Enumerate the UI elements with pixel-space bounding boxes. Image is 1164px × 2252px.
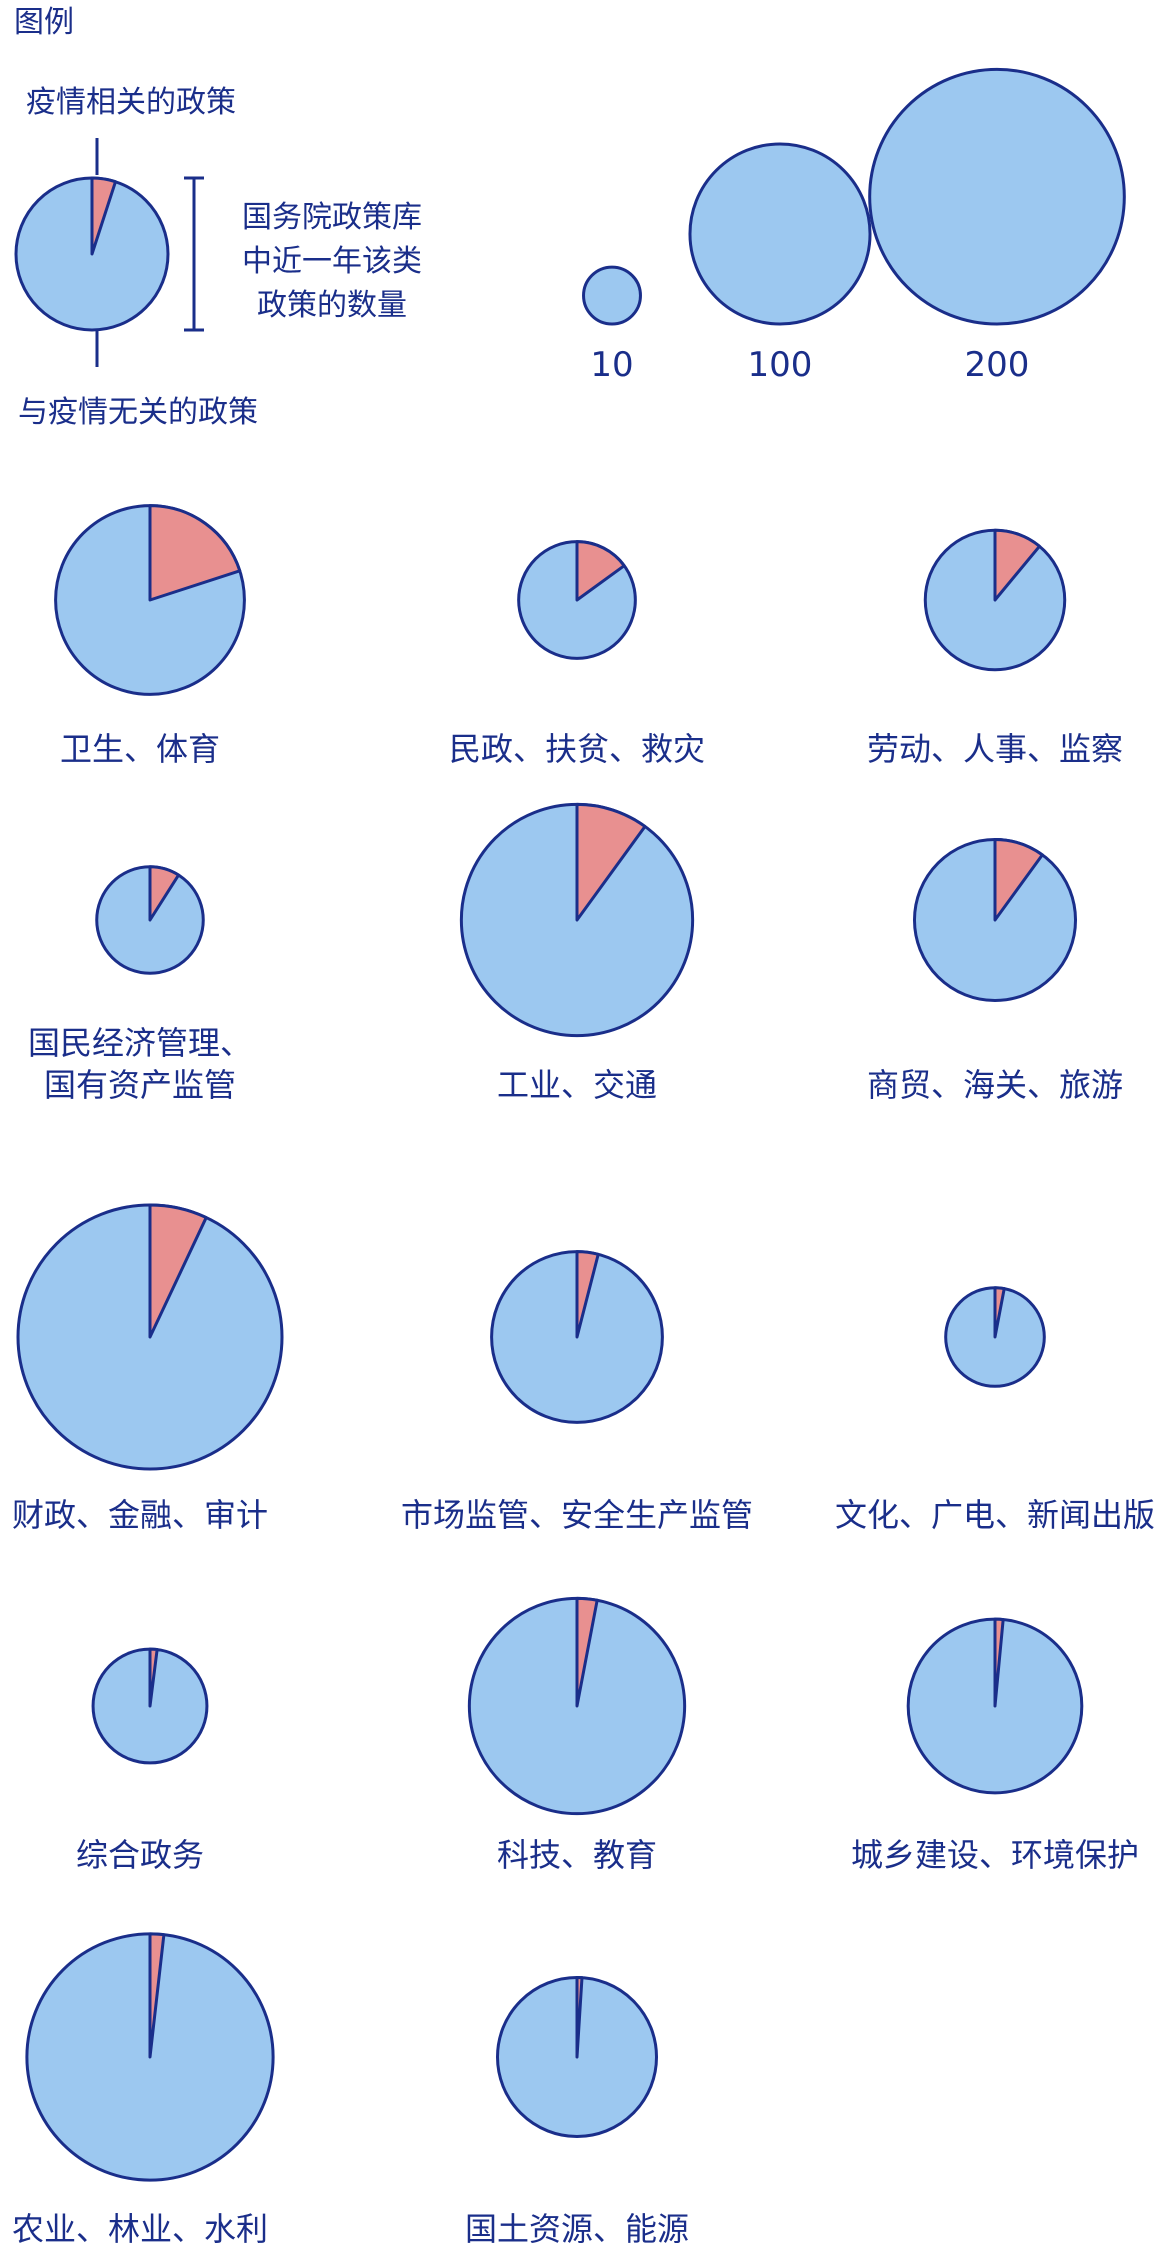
category-pie-6: 财政、金融、审计: [12, 1203, 284, 1534]
category-label-8-line-0: 文化、广电、新闻出版: [835, 1496, 1155, 1534]
size-legend-label-1: 100: [748, 345, 813, 385]
category-label-3-line-0: 国民经济管理、: [28, 1024, 252, 1062]
legend-title: 图例: [14, 5, 74, 40]
category-pie-10-pandemic-slice: [575, 1596, 599, 1708]
category-pie-7: 市场监管、安全生产监管: [401, 1250, 753, 1534]
category-pie-4: 工业、交通: [459, 802, 695, 1104]
legend-bottom-label: 与疫情无关的政策: [18, 395, 258, 430]
size-legend-label-2: 200: [965, 345, 1030, 385]
category-label-5-line-0: 商贸、海关、旅游: [867, 1066, 1123, 1104]
legend-bracket-label-line-1: 国务院政策库: [242, 200, 422, 235]
legend-example-pie: [14, 176, 170, 332]
category-label-9-line-0: 综合政务: [76, 1836, 204, 1874]
category-label-12-line-0: 农业、林业、水利: [12, 2210, 268, 2248]
category-pie-3: 国民经济管理、国有资产监管: [28, 865, 252, 1104]
category-pie-13: 国土资源、能源: [465, 1975, 689, 2248]
category-pie-2-pandemic-slice: [993, 528, 1041, 602]
category-pie-0: 卫生、体育: [54, 504, 246, 768]
legend-example-pandemic-slice: [90, 176, 117, 256]
size-legend-circle-2: [868, 67, 1126, 326]
category-pies: 卫生、体育 民政、扶贫、救灾 劳动、人事、监察国民经济管理、国有资产监管 工业、交通商…: [12, 504, 1155, 2248]
category-pie-9: 综合政务: [76, 1647, 209, 1874]
size-legend-circle-0: [582, 265, 642, 326]
category-label-2-line-0: 劳动、人事、监察: [867, 730, 1123, 768]
category-pie-12-pandemic-slice: [148, 1932, 166, 2059]
size-legend: 10 100 200: [582, 67, 1126, 385]
size-legend-label-0: 10: [590, 345, 633, 385]
category-pie-4-pandemic-slice: [575, 802, 647, 922]
category-pie-1-pandemic-slice: [575, 540, 626, 602]
legend: 图例 疫情相关的政策 与疫情无关的政策 国务院政策库 中近一年该类 政策的数量 …: [14, 5, 1126, 430]
legend-bracket-label-line-2: 中近一年该类: [242, 244, 422, 279]
category-pie-9-pandemic-slice: [148, 1647, 159, 1708]
category-pie-11-pandemic-slice: [993, 1617, 1005, 1708]
category-label-4-line-0: 工业、交通: [497, 1066, 657, 1104]
category-pie-1: 民政、扶贫、救灾: [449, 540, 705, 768]
legend-bracket: [184, 176, 204, 332]
category-pie-0-pandemic-slice: [148, 504, 242, 602]
category-pie-12: 农业、林业、水利: [12, 1932, 275, 2248]
category-pie-8: 文化、广电、新闻出版: [835, 1286, 1155, 1534]
category-label-13-line-0: 国土资源、能源: [465, 2210, 689, 2248]
category-pie-6-pandemic-slice: [148, 1203, 208, 1339]
category-label-6-line-0: 财政、金融、审计: [12, 1496, 268, 1534]
category-pie-7-pandemic-slice: [575, 1250, 600, 1339]
category-label-10-line-0: 科技、教育: [497, 1836, 657, 1874]
legend-bracket-label-line-3: 政策的数量: [257, 288, 407, 323]
legend-top-label: 疫情相关的政策: [26, 85, 236, 120]
category-pie-2: 劳动、人事、监察: [867, 528, 1123, 768]
category-pie-10: 科技、教育: [467, 1596, 687, 1874]
category-label-7-line-0: 市场监管、安全生产监管: [401, 1496, 753, 1534]
category-label-3-line-1: 国有资产监管: [44, 1066, 236, 1104]
size-legend-circle-1: [688, 142, 872, 326]
category-label-0-line-0: 卫生、体育: [60, 730, 220, 768]
category-pie-13-pandemic-slice: [575, 1975, 584, 2059]
category-pie-8-pandemic-slice: [993, 1286, 1006, 1339]
category-pie-5-pandemic-slice: [993, 837, 1044, 922]
category-pie-5: 商贸、海关、旅游: [867, 837, 1123, 1104]
category-label-11-line-0: 城乡建设、环境保护: [851, 1836, 1139, 1874]
category-pie-3-pandemic-slice: [148, 865, 181, 922]
category-label-1-line-0: 民政、扶贫、救灾: [449, 730, 705, 768]
category-pie-11: 城乡建设、环境保护: [851, 1617, 1139, 1874]
